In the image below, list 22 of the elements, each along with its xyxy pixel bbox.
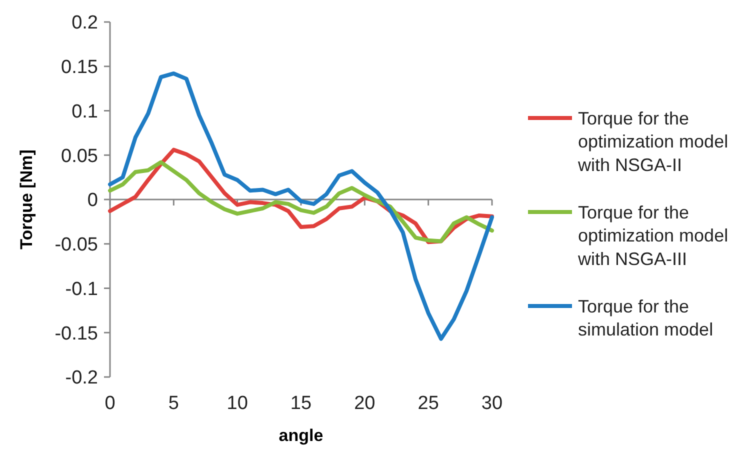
legend-label: Torque for the simulation model <box>578 296 714 340</box>
x-tick-label: 15 <box>290 393 312 414</box>
y-tick-label: -0.2 <box>65 368 98 389</box>
y-tick-label: -0.1 <box>65 278 98 300</box>
x-tick-label: 0 <box>104 393 116 414</box>
line-series <box>108 71 494 341</box>
legend-label: Torque for the optimization model with NSGA-III <box>577 202 728 270</box>
x-axis-title: angle <box>278 426 324 445</box>
y-tick-label: 0.15 <box>61 57 98 78</box>
y-tick-label: 0 <box>87 190 98 212</box>
x-tick-label: 5 <box>168 393 179 414</box>
legend-label: Torque for the optimization model with NSGA-II <box>577 108 728 176</box>
y-axis-title: Torque [Nm] <box>17 150 36 250</box>
y-tick-label: -0.15 <box>54 323 98 344</box>
x-tick-label: 20 <box>354 393 376 414</box>
y-tick-label: 0.05 <box>61 146 98 167</box>
x-tick-label: 25 <box>418 393 439 414</box>
y-tick-label: 0.2 <box>72 12 98 34</box>
y-tick-label: 0.1 <box>72 101 98 122</box>
y-tick-label: -0.05 <box>54 234 98 256</box>
x-tick-label: 30 <box>481 393 503 414</box>
x-tick-label: 10 <box>226 393 248 414</box>
